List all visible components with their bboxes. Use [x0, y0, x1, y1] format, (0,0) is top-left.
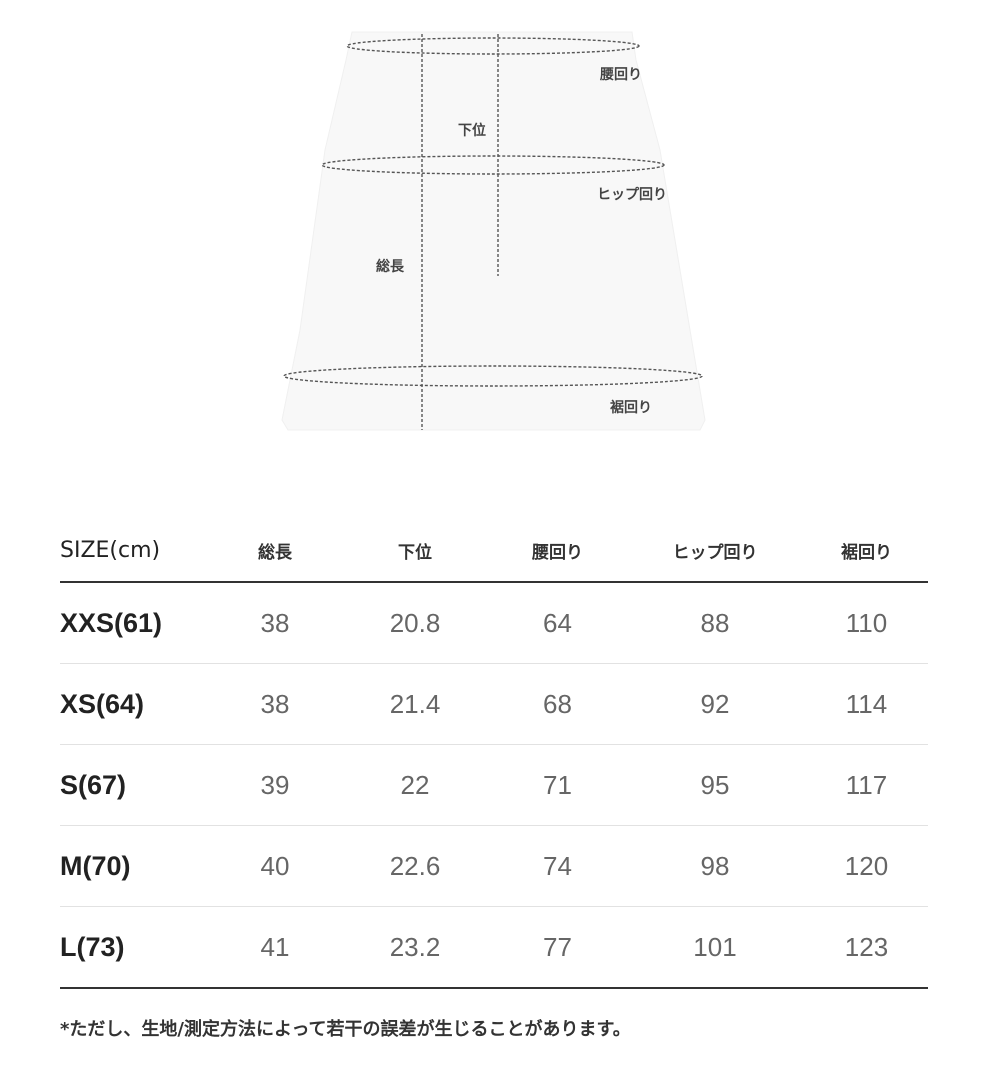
- value-cell: 22: [340, 744, 490, 826]
- size-table: SIZE(cm) 総長 下位 腰回り ヒップ回り 裾回り XXS(61) 38 …: [60, 520, 928, 989]
- value-cell: 38: [210, 663, 340, 745]
- header-size: SIZE(cm): [60, 520, 210, 583]
- value-cell: 71: [490, 744, 625, 826]
- header-hip: ヒップ回り: [625, 520, 805, 583]
- value-cell: 117: [805, 744, 928, 826]
- label-hem: 裾回り: [610, 400, 652, 416]
- table-header-row: SIZE(cm) 総長 下位 腰回り ヒップ回り 裾回り: [60, 520, 928, 583]
- value-cell: 123: [805, 906, 928, 989]
- value-cell: 88: [625, 582, 805, 664]
- value-cell: 92: [625, 663, 805, 745]
- value-cell: 120: [805, 825, 928, 907]
- size-cell: S(67): [60, 744, 210, 826]
- table-row: XS(64) 38 21.4 68 92 114: [60, 663, 928, 745]
- value-cell: 40: [210, 825, 340, 907]
- header-length: 総長: [210, 520, 340, 583]
- value-cell: 20.8: [340, 582, 490, 664]
- header-hem: 裾回り: [805, 520, 928, 583]
- value-cell: 95: [625, 744, 805, 826]
- header-waist: 腰回り: [490, 520, 625, 583]
- skirt-shape: [281, 31, 706, 431]
- value-cell: 114: [805, 663, 928, 745]
- hem-measure-line: [283, 365, 703, 387]
- hip-measure-line: [321, 155, 665, 175]
- label-hip: ヒップ回り: [597, 187, 667, 203]
- label-waist: 腰回り: [600, 67, 642, 83]
- measurement-note: *ただし、生地/測定方法によって若干の誤差が生じることがあります。: [60, 1019, 631, 1040]
- size-cell: XXS(61): [60, 582, 210, 664]
- value-cell: 101: [625, 906, 805, 989]
- value-cell: 21.4: [340, 663, 490, 745]
- value-cell: 77: [490, 906, 625, 989]
- value-cell: 68: [490, 663, 625, 745]
- value-cell: 74: [490, 825, 625, 907]
- value-cell: 41: [210, 906, 340, 989]
- size-cell: XS(64): [60, 663, 210, 745]
- value-cell: 98: [625, 825, 805, 907]
- header-rise: 下位: [340, 520, 490, 583]
- label-rise: 下位: [458, 123, 486, 139]
- table-row: L(73) 41 23.2 77 101 123: [60, 906, 928, 989]
- value-cell: 38: [210, 582, 340, 664]
- table-row: M(70) 40 22.6 74 98 120: [60, 825, 928, 907]
- value-cell: 39: [210, 744, 340, 826]
- value-cell: 22.6: [340, 825, 490, 907]
- label-length: 総長: [376, 259, 404, 275]
- skirt-diagram: [281, 31, 706, 431]
- table-row: XXS(61) 38 20.8 64 88 110: [60, 582, 928, 664]
- size-cell: M(70): [60, 825, 210, 907]
- size-cell: L(73): [60, 906, 210, 989]
- waist-measure-line: [346, 37, 640, 55]
- value-cell: 110: [805, 582, 928, 664]
- value-cell: 23.2: [340, 906, 490, 989]
- value-cell: 64: [490, 582, 625, 664]
- table-row: S(67) 39 22 71 95 117: [60, 744, 928, 826]
